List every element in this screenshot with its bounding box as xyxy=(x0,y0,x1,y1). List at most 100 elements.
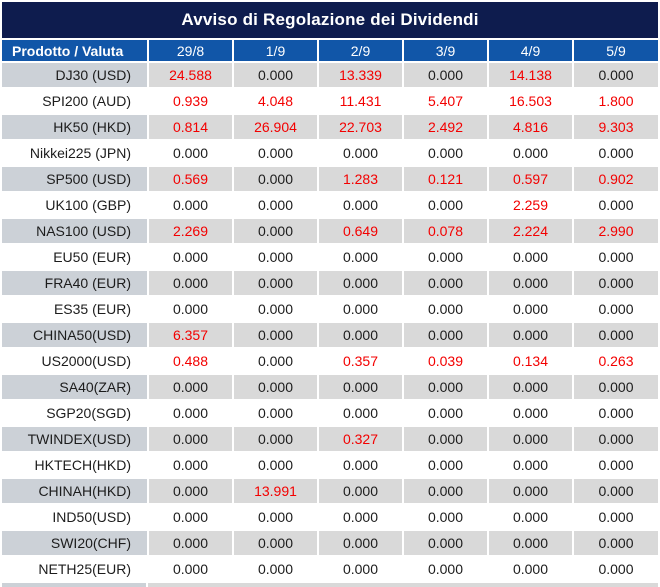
value-cell: 0.134 xyxy=(488,348,574,375)
value-cell: 0.000 xyxy=(403,374,489,401)
value-cell: 0.597 xyxy=(488,166,574,193)
product-cell: FRA40 (EUR) xyxy=(2,270,149,297)
table-row: SGP20(SGD) 0.000 0.000 0.000 0.000 0.000 0.000 xyxy=(2,400,658,427)
column-header-date: 2/9 xyxy=(318,40,404,63)
value-cell: 0.000 xyxy=(318,192,404,219)
value-cell: 0.000 xyxy=(148,400,234,427)
product-cell: TWINDEX(USD) xyxy=(2,426,149,453)
value-cell: 0.000 xyxy=(318,556,404,583)
value-cell: 0.000 xyxy=(573,374,658,401)
value-cell: 0.000 xyxy=(488,374,574,401)
value-cell: 0.000 xyxy=(318,296,404,323)
table-row: NAS100 (USD) 2.269 0.000 0.649 0.078 2.224 2.9… xyxy=(2,218,658,245)
table-row: HK50 (HKD) 0.814 26.904 22.703 2.492 4.816 9.3… xyxy=(2,114,658,141)
value-cell: 0.000 xyxy=(488,556,574,583)
value-cell: 0.000 xyxy=(488,322,574,349)
value-cell: 2.269 xyxy=(148,218,234,245)
page-title: Avviso di Regolazione dei Dividendi xyxy=(2,2,658,40)
value-cell: 0.000 xyxy=(148,556,234,583)
value-cell: 0.000 xyxy=(488,426,574,453)
value-cell: 16.503 xyxy=(488,88,574,115)
value-cell: 0.000 xyxy=(488,296,574,323)
product-cell: NAS100 (USD) xyxy=(2,218,149,245)
value-cell: 0.327 xyxy=(318,426,404,453)
value-cell: 0.000 xyxy=(318,504,404,531)
value-cell: 0.000 xyxy=(573,530,658,557)
table-row: CHINA50(USD) 6.357 0.000 0.000 0.000 0.000 0.0… xyxy=(2,322,658,349)
value-cell: 0.000 xyxy=(233,218,319,245)
value-cell: 0.000 xyxy=(318,244,404,271)
value-cell: 0.000 xyxy=(318,140,404,167)
value-cell: 5.407 xyxy=(403,88,489,115)
table-row: HKTECH(HKD) 0.000 0.000 0.000 0.000 0.000 0.00… xyxy=(2,452,658,479)
table-row: Nikkei225 (JPN) 0.000 0.000 0.000 0.000 0.000… xyxy=(2,140,658,167)
value-cell: 0.902 xyxy=(573,166,658,193)
product-cell: ES35 (EUR) xyxy=(2,296,149,323)
value-cell: 0.000 xyxy=(233,556,319,583)
table-row: EU50 (EUR) 0.000 0.000 0.000 0.000 0.000 0.000 xyxy=(2,244,658,271)
value-cell: 13.991 xyxy=(233,478,319,505)
value-cell: 0.000 xyxy=(488,504,574,531)
column-header-date: 1/9 xyxy=(233,40,319,63)
product-cell: Nikkei225 (JPN) xyxy=(2,140,149,167)
value-cell: 0.000 xyxy=(403,530,489,557)
value-cell: 0.000 xyxy=(233,62,319,89)
table-row: ES35 (EUR) 0.000 0.000 0.000 0.000 0.000 0.000 xyxy=(2,296,658,323)
product-cell: HK50 (HKD) xyxy=(2,114,149,141)
column-header-date: 4/9 xyxy=(488,40,574,63)
value-cell: 0.000 xyxy=(318,270,404,297)
value-cell: 0.000 xyxy=(318,530,404,557)
table-row: SP500 (USD) 0.569 0.000 1.283 0.121 0.597 0.90… xyxy=(2,166,658,193)
value-cell: 0.000 xyxy=(233,374,319,401)
value-cell: 4.816 xyxy=(488,114,574,141)
value-cell: 0.000 xyxy=(148,270,234,297)
product-cell: SPI200 (AUD) xyxy=(2,88,149,115)
value-cell: 0.000 xyxy=(573,556,658,583)
value-cell: 0.000 xyxy=(233,400,319,427)
table-row: TWINDEX(USD) 0.000 0.000 0.327 0.000 0.000 0.0… xyxy=(2,426,658,453)
value-cell: 0.000 xyxy=(403,270,489,297)
value-cell: 9.303 xyxy=(573,114,658,141)
value-cell: 0.000 xyxy=(488,478,574,505)
value-cell: 24.588 xyxy=(148,62,234,89)
value-cell: 0.000 xyxy=(148,452,234,479)
value-cell: 0.000 xyxy=(573,452,658,479)
value-cell: 0.000 xyxy=(573,244,658,271)
product-cell: NETH25(EUR) xyxy=(2,556,149,583)
value-cell: 0.649 xyxy=(318,218,404,245)
value-cell: 0.000 xyxy=(233,140,319,167)
table-row: UK100 (GBP) 0.000 0.000 0.000 0.000 2.259 0.00… xyxy=(2,192,658,219)
value-cell: 0.000 xyxy=(318,374,404,401)
value-cell: 0.000 xyxy=(573,504,658,531)
value-cell: 1.800 xyxy=(573,88,658,115)
value-cell: 0.000 xyxy=(403,244,489,271)
value-cell: 14.138 xyxy=(488,62,574,89)
value-cell: 0.000 xyxy=(573,192,658,219)
value-cell: 0.000 xyxy=(488,452,574,479)
value-cell: 0.000 xyxy=(403,296,489,323)
value-cell: 0.078 xyxy=(403,218,489,245)
value-cell: 2.259 xyxy=(488,192,574,219)
value-cell: 0.263 xyxy=(573,348,658,375)
table-row: SPI200 (AUD) 0.939 4.048 11.431 5.407 16.503 1… xyxy=(2,88,658,115)
value-cell: 0.000 xyxy=(403,62,489,89)
value-cell: 0.000 xyxy=(573,400,658,427)
value-cell: 0.000 xyxy=(148,530,234,557)
value-cell: 0.000 xyxy=(403,426,489,453)
value-cell: 0.000 xyxy=(148,296,234,323)
value-cell: 0.000 xyxy=(318,478,404,505)
value-cell: 0.000 xyxy=(148,504,234,531)
product-cell: SGP20(SGD) xyxy=(2,400,149,427)
value-cell: 1.283 xyxy=(318,166,404,193)
product-cell: US2000(USD) xyxy=(2,348,149,375)
value-cell: 0.000 xyxy=(233,166,319,193)
value-cell: 0.357 xyxy=(318,348,404,375)
table-row: CHINAH(HKD) 0.000 13.991 0.000 0.000 0.000 0.0… xyxy=(2,478,658,505)
value-cell: 0.000 xyxy=(148,374,234,401)
table-row: SA40(ZAR) 0.000 0.000 0.000 0.000 0.000 0.000 xyxy=(2,374,658,401)
value-cell: 0.000 xyxy=(233,296,319,323)
value-cell: 0.000 xyxy=(403,322,489,349)
value-cell: 0.039 xyxy=(403,348,489,375)
value-cell: 11.431 xyxy=(318,88,404,115)
